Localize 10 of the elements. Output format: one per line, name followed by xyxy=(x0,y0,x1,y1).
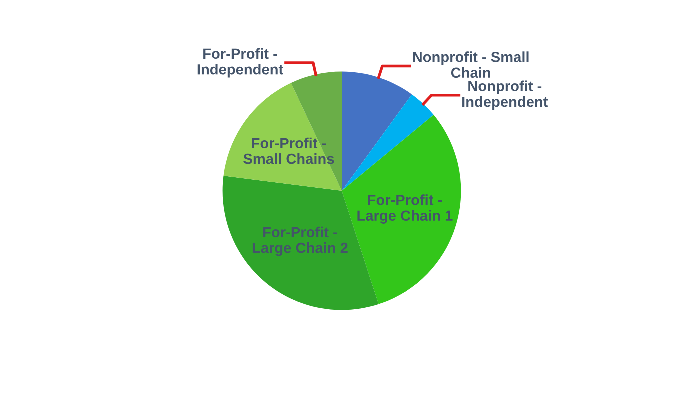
slice-label: For-Profit - Large Chain 1 xyxy=(358,194,453,224)
pie-slice xyxy=(342,115,462,304)
pie-slice xyxy=(342,94,434,191)
pie-slice xyxy=(342,72,412,191)
pie-slice xyxy=(224,83,342,191)
slice-label: Nonprofit - Independent xyxy=(462,80,548,110)
slice-label: For-Profit - Independent xyxy=(198,48,284,78)
slice-label: For-Profit - Large Chain 2 xyxy=(252,226,348,256)
slice-label: Nonprofit - Small Chain xyxy=(413,52,529,78)
slice-label: For-Profit - Small Chains xyxy=(244,138,334,164)
